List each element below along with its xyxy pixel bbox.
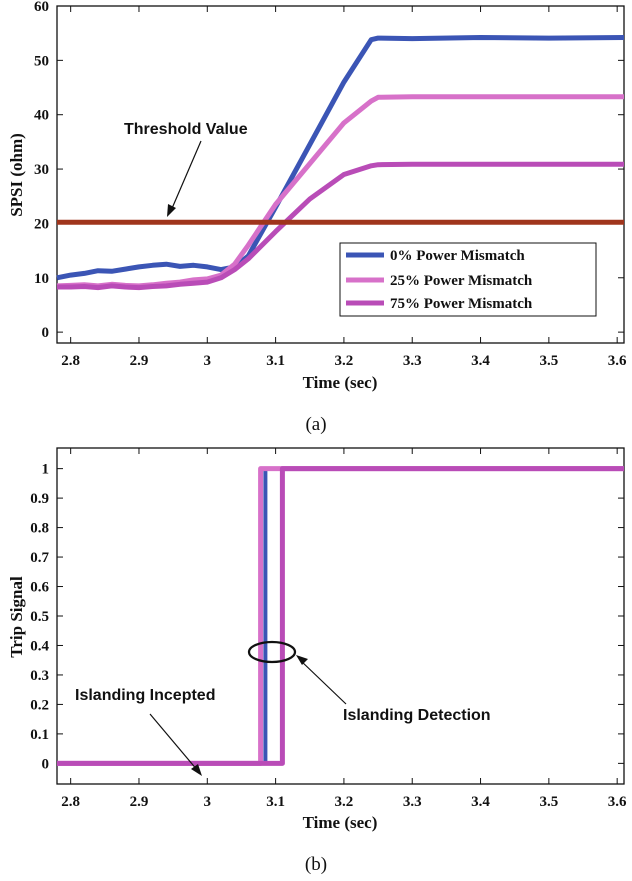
- x-tick-label: 3.4: [471, 353, 490, 369]
- y-tick-label: 50: [34, 53, 49, 69]
- legend-label-0: 0% Power Mismatch: [390, 248, 525, 264]
- y-tick-label: 0.6: [30, 580, 49, 596]
- x-tick-label: 3.3: [403, 794, 422, 810]
- y-tick-label: 10: [34, 271, 49, 287]
- y-tick-label: 0.2: [30, 697, 49, 713]
- y-tick-label: 0.1: [30, 727, 49, 743]
- x-tick-label: 3.5: [539, 353, 558, 369]
- incepted-arrow: [149, 713, 199, 772]
- detection-ellipse: [247, 640, 297, 664]
- y-tick-label: 0.8: [30, 521, 49, 537]
- x-tick-label: 2.9: [130, 794, 149, 810]
- x-axis-label-b: Time (sec): [303, 813, 378, 832]
- series-line-75-power-mismatch: [57, 466, 624, 766]
- x-tick-label: 2.8: [61, 794, 80, 810]
- x-axis-label-a: Time (sec): [303, 373, 378, 392]
- x-tick-label: 3.6: [608, 353, 627, 369]
- y-axis-label-b: Trip Signal: [7, 576, 26, 658]
- x-tick-label: 3.1: [266, 353, 285, 369]
- x-tick-label: 2.8: [61, 353, 80, 369]
- series-line-75-power-mismatch: [57, 161, 624, 291]
- x-tick-label: 3.6: [608, 794, 627, 810]
- y-tick-label: 0.5: [30, 609, 49, 625]
- x-tick-label: 3.3: [403, 353, 422, 369]
- y-tick-label: 60: [34, 0, 49, 15]
- incepted-arrowhead: [191, 764, 202, 776]
- y-tick-label: 1: [42, 462, 50, 478]
- legend-a: 0% Power Mismatch 25% Power Mismatch 75%…: [339, 242, 597, 317]
- y-tick-label: 0: [42, 325, 50, 341]
- threshold-annotation: Threshold Value: [124, 121, 248, 138]
- y-tick-label: 0: [42, 756, 50, 772]
- chart-panel-b: 0 0.1 0.2 0.3 0.4 0.5 0.6 0.7 0.8 0.9 1 2.8 2.9 3 3.1…: [7, 447, 627, 875]
- x-tick-label: 3.1: [266, 794, 285, 810]
- legend-label-1: 25% Power Mismatch: [390, 273, 533, 289]
- detection-arrowhead: [296, 655, 308, 665]
- islanding-incepted-annotation: Islanding Incepted: [75, 687, 215, 704]
- islanding-detection-annotation: Islanding Detection: [343, 707, 491, 724]
- x-tick-label: 2.9: [130, 353, 149, 369]
- x-tick-label: 3.5: [539, 794, 558, 810]
- detection-arrow: [299, 659, 347, 705]
- y-tick-label: 20: [34, 216, 49, 232]
- series-line-0-power-mismatch: [56, 35, 625, 281]
- x-tick-label: 3.4: [471, 794, 490, 810]
- x-tick-label: 3.2: [335, 353, 354, 369]
- y-tick-label: 0.7: [30, 550, 49, 566]
- y-tick-label: 0.4: [30, 638, 49, 654]
- y-tick-label: 40: [34, 108, 49, 124]
- caption-a: (a): [305, 414, 326, 435]
- legend-label-2: 75% Power Mismatch: [390, 296, 533, 312]
- x-tick-label: 3: [204, 353, 212, 369]
- plot-area-b: [56, 447, 625, 785]
- y-tick-label: 0.3: [30, 668, 49, 684]
- y-axis-label-a: SPSI (ohm): [7, 133, 26, 217]
- y-tick-label: 30: [34, 162, 49, 178]
- x-tick-label: 3.2: [335, 794, 354, 810]
- x-tick-label: 3: [204, 794, 212, 810]
- threshold-arrow: [169, 140, 202, 214]
- threshold-arrowhead: [167, 204, 176, 217]
- y-tick-label: 0.9: [30, 491, 49, 507]
- caption-b: (b): [305, 854, 327, 875]
